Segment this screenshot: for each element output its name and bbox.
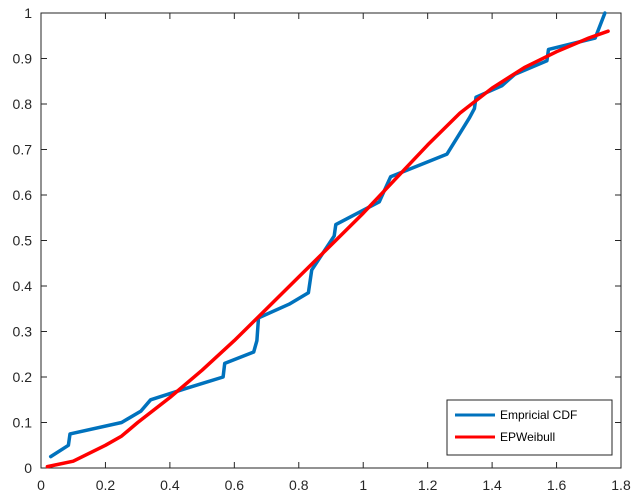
legend: Empricial CDF EPWeibull	[446, 399, 613, 456]
y-tick-label: 1	[24, 5, 32, 21]
x-axis: 0 0.2 0.4 0.6 0.8 1 1.2 1.4 1.6 1.8	[37, 13, 631, 493]
x-tick-label: 0.2	[96, 477, 116, 493]
x-tick-label: 0	[37, 477, 45, 493]
legend-box	[446, 399, 613, 456]
x-tick-label: 0.6	[225, 477, 245, 493]
legend-label-empirical: Empricial CDF	[500, 408, 577, 422]
y-tick-label: 0.5	[13, 233, 33, 249]
y-tick-label: 0.4	[13, 278, 33, 294]
x-tick-label: 0.8	[289, 477, 309, 493]
series-line-empirical-cdf	[48, 11, 607, 459]
y-tick-label: 0.2	[13, 369, 33, 385]
x-tick-label: 1	[359, 477, 367, 493]
x-tick-label: 1.2	[418, 477, 438, 493]
y-axis: 0 0.1 0.2 0.3 0.4 0.5 0.6 0.7 0.8 0.9 1	[13, 5, 621, 476]
y-tick-label: 0.1	[13, 415, 33, 431]
x-tick-label: 1.4	[482, 477, 502, 493]
y-tick-label: 0.3	[13, 324, 33, 340]
y-tick-label: 0.9	[13, 51, 33, 67]
y-tick-label: 0.6	[13, 187, 33, 203]
y-tick-label: 0.7	[13, 142, 33, 158]
y-tick-label: 0	[24, 460, 32, 476]
y-tick-label: 0.8	[13, 96, 33, 112]
x-tick-label: 1.8	[611, 477, 631, 493]
legend-label-epweibull: EPWeibull	[500, 430, 555, 444]
x-tick-label: 1.6	[547, 477, 567, 493]
series-layer	[45, 11, 610, 469]
x-tick-label: 0.4	[160, 477, 180, 493]
series-line-epweibull	[45, 29, 610, 469]
